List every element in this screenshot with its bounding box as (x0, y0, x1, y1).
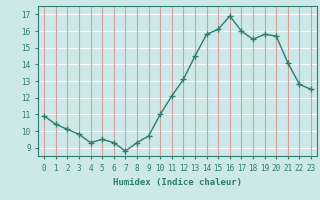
X-axis label: Humidex (Indice chaleur): Humidex (Indice chaleur) (113, 178, 242, 187)
